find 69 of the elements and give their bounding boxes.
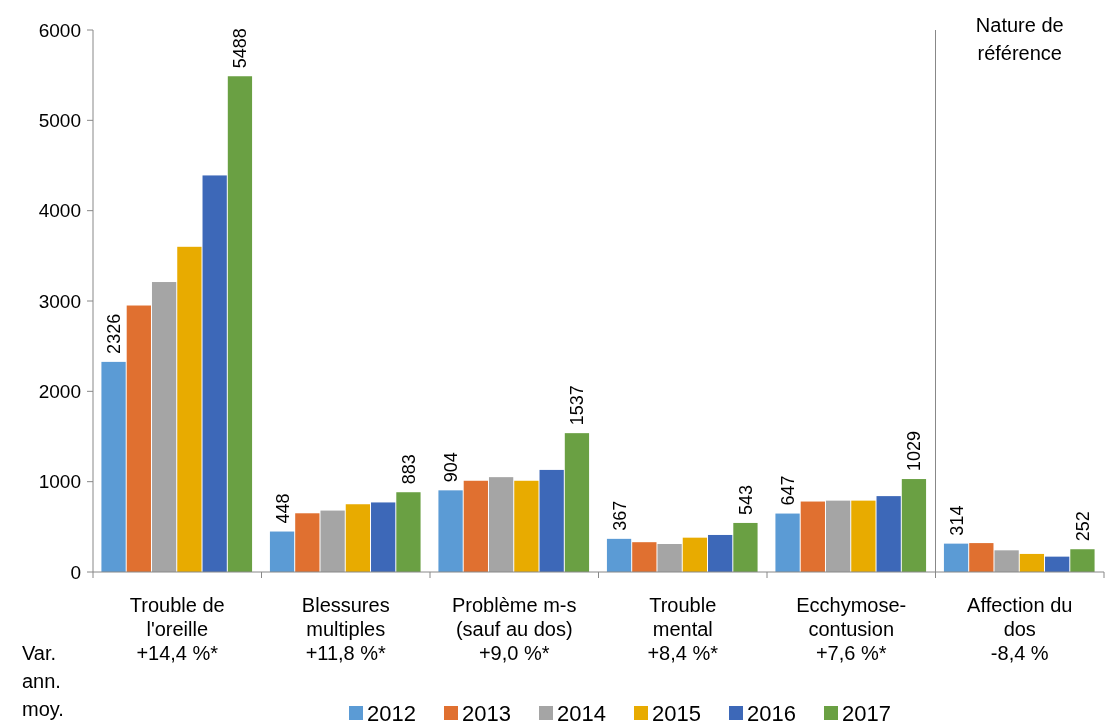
bar: [657, 544, 682, 572]
x-tick-label: Ecchymose- contusion +7,6 %*: [796, 594, 907, 664]
data-label: 1029: [904, 431, 925, 472]
legend-label: 2017: [842, 700, 891, 726]
y-tick-label: 3000: [38, 290, 81, 312]
data-label: 543: [735, 484, 756, 515]
bar: [733, 522, 758, 572]
bar: [851, 500, 876, 572]
x-tick-label: Blessures multiples +11,8 %*: [301, 594, 390, 664]
bar: [151, 282, 177, 572]
legend-label: 2015: [652, 700, 701, 726]
bar: [269, 531, 295, 572]
data-label: 314: [946, 505, 967, 536]
bar: [1045, 556, 1070, 572]
bar: [708, 534, 733, 572]
y-tick-label: 4000: [38, 200, 81, 222]
bar: [177, 246, 202, 572]
annotation: Nature de référence: [975, 14, 1064, 64]
bar: [901, 479, 927, 572]
x-tick-label: Affection du dos -8,4 %: [967, 594, 1073, 664]
bar: [396, 492, 421, 572]
bar: [320, 510, 345, 572]
legend-label: 2016: [747, 700, 796, 726]
data-label: 647: [778, 475, 799, 506]
legend-label: 2013: [462, 700, 511, 726]
bar: [345, 504, 371, 572]
x-tick-label: Trouble de l'oreille +14,4 %*: [129, 594, 225, 664]
x-tick-label: Trouble mental +8,4 %*: [647, 594, 719, 664]
data-label: 904: [441, 452, 462, 483]
data-label: 367: [609, 500, 630, 531]
legend-label: 2012: [367, 700, 416, 726]
data-label: 448: [272, 493, 293, 524]
data-label: 1537: [567, 385, 588, 426]
bar: [295, 513, 320, 572]
bar: [800, 501, 825, 572]
data-label: 252: [1072, 511, 1093, 542]
bar: [488, 477, 514, 572]
y-tick-label: 6000: [38, 19, 81, 41]
bar: [943, 543, 969, 572]
bar: [126, 305, 151, 572]
bar: [564, 433, 590, 572]
bar: [371, 502, 396, 572]
data-label: 883: [398, 454, 419, 485]
y-tick-label: 0: [70, 561, 81, 583]
bar: [227, 76, 253, 572]
bar: [101, 361, 126, 572]
bar: [1019, 553, 1045, 572]
bar: [438, 490, 463, 572]
legend-label: 2014: [557, 700, 606, 726]
bar: [1070, 549, 1095, 572]
bar: [876, 496, 901, 572]
bar: [539, 469, 564, 572]
data-label: 2326: [104, 313, 125, 354]
y-tick-label: 5000: [38, 109, 81, 131]
y-tick-label: 1000: [38, 471, 81, 493]
bar: [969, 543, 994, 572]
bar: [994, 550, 1019, 572]
bar: [682, 537, 708, 572]
bar: [825, 500, 851, 572]
x-tick-label: Problème m-s (sauf au dos) +9,0 %*: [452, 594, 577, 664]
data-label: 5488: [230, 28, 251, 69]
bar: [632, 542, 657, 572]
bar: [514, 480, 539, 572]
bar: [775, 513, 800, 572]
y-tick-label: 2000: [38, 380, 81, 402]
text: Var. ann. moy.: [22, 642, 64, 720]
bar: [463, 480, 488, 572]
bar: [202, 175, 227, 572]
bar: [606, 538, 632, 572]
